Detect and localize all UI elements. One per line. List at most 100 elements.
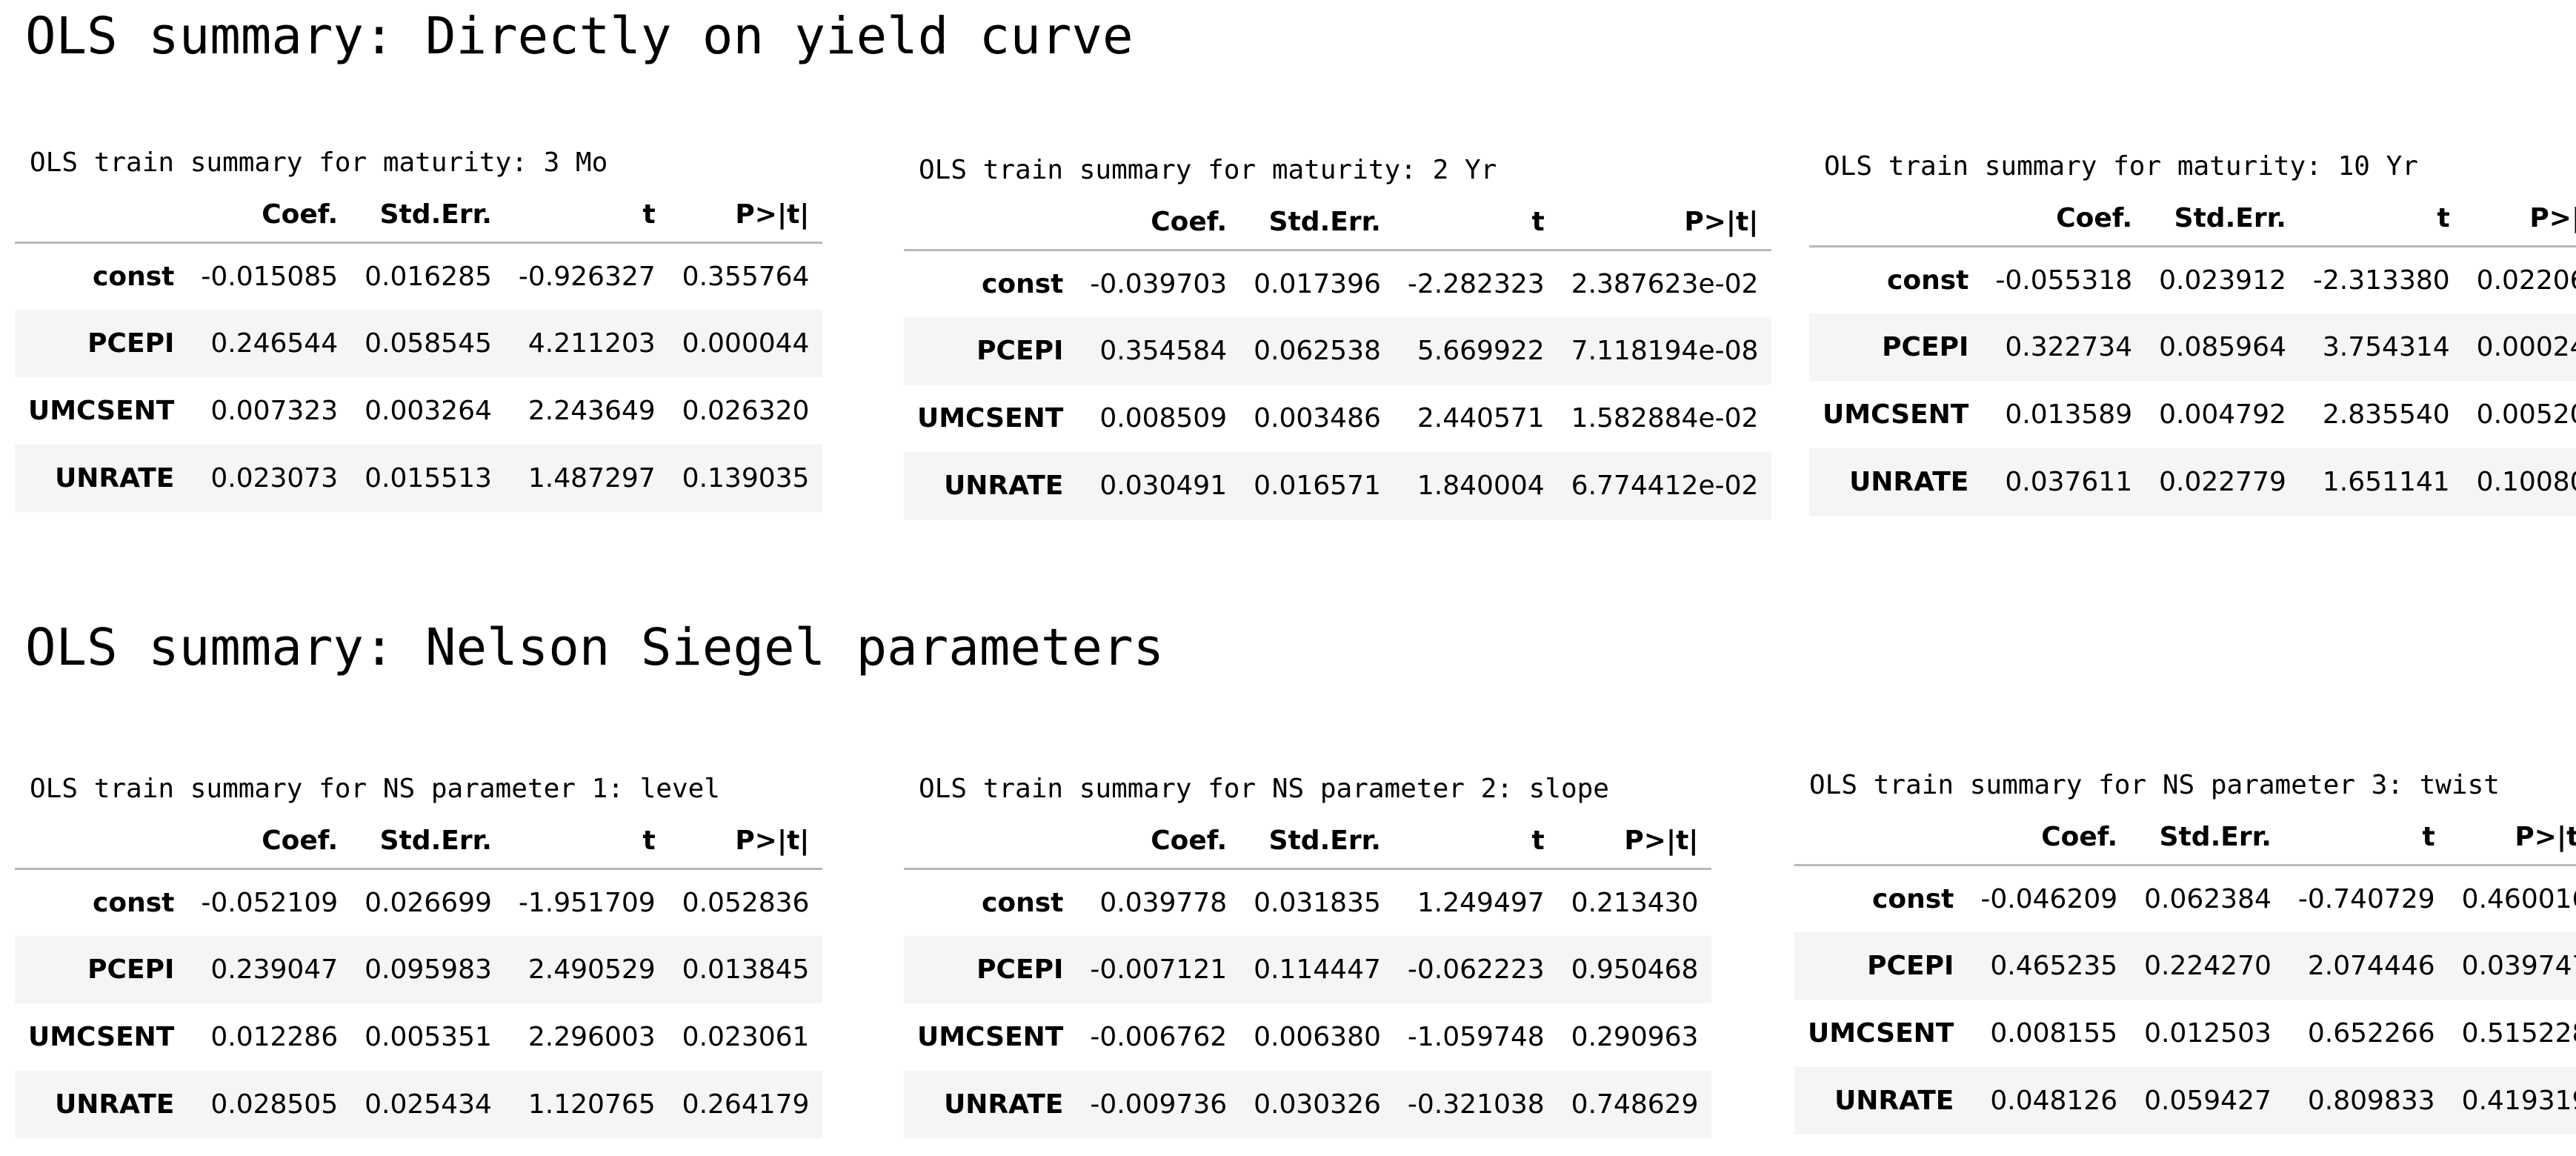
row-label: UMCSENT	[28, 396, 175, 427]
row-label: const	[982, 887, 1064, 918]
cell-stderr: 0.015513	[365, 463, 492, 494]
table-row: const -0.039703 0.017396 -2.282323 2.387…	[904, 250, 1771, 317]
cell-t: 2.490529	[527, 954, 656, 986]
cell-stderr: 0.058545	[365, 328, 492, 359]
table-row: const 0.039778 0.031835 1.249497 0.21343…	[904, 868, 1711, 936]
cell-coef: 0.023073	[210, 463, 339, 494]
cell-pvalue: 0.264179	[682, 1089, 810, 1120]
cell-coef: 0.028505	[210, 1089, 339, 1120]
column-header-coef: Coef.	[1076, 814, 1241, 870]
ols-panel-ns-slope: OLS train summary for NS parameter 2: sl…	[904, 774, 1712, 1139]
table-row: UMCSENT 0.008155 0.012503 0.652266 0.515…	[1794, 1000, 2576, 1067]
table-row: PCEPI -0.007121 0.114447 -0.062223 0.950…	[904, 936, 1712, 1004]
cell-stderr: 0.030326	[1254, 1089, 1381, 1120]
column-header-index	[1809, 191, 1983, 248]
row-label: const	[1872, 883, 1954, 914]
ols-panel-ns-twist: OLS train summary for NS parameter 3: tw…	[1794, 770, 2576, 1135]
cell-stderr: 0.004792	[2159, 399, 2286, 431]
table-caption: OLS train summary for maturity: 2 Yr	[919, 155, 1497, 185]
cell-stderr: 0.023912	[2159, 265, 2286, 296]
column-header-index	[1794, 810, 1968, 866]
column-header-pvalue: P>|t|	[668, 814, 823, 870]
row-label: const	[982, 268, 1064, 299]
column-header-coef: Coef.	[187, 814, 352, 870]
cell-coef: -0.007121	[1090, 954, 1228, 986]
row-label: UNRATE	[55, 1089, 175, 1120]
cell-t: 0.652266	[2307, 1018, 2435, 1049]
column-header-index	[904, 195, 1077, 251]
column-header-index	[904, 814, 1077, 870]
ols-table: Coef. Std.Err. t P>|t| const -0.046209 0…	[1794, 810, 2576, 1135]
row-label: UMCSENT	[28, 1022, 175, 1053]
cell-t: -1.059748	[1407, 1022, 1545, 1053]
table-caption: OLS train summary for maturity: 3 Mo	[30, 147, 608, 178]
cell-pvalue: 0.950468	[1571, 954, 1699, 986]
section-title-nelson-siegel: OLS summary: Nelson Siegel parameters	[25, 618, 1165, 677]
cell-pvalue: 0.213430	[1571, 887, 1699, 918]
cell-coef: -0.052109	[201, 887, 339, 918]
cell-pvalue: 0.052836	[682, 887, 810, 918]
table-row: UMCSENT -0.006762 0.006380 -1.059748 0.2…	[904, 1003, 1711, 1071]
table-row: const -0.055318 0.023912 -2.313380 0.022…	[1809, 246, 2576, 313]
cell-t: 1.249497	[1417, 887, 1545, 918]
column-header-pvalue: P>|t|	[2448, 810, 2576, 866]
cell-coef: 0.354584	[1099, 336, 1228, 367]
row-label: UNRATE	[944, 1089, 1064, 1120]
cell-coef: 0.007323	[210, 396, 339, 427]
cell-stderr: 0.062538	[1254, 336, 1381, 367]
cell-pvalue: 0.100802	[2476, 467, 2576, 498]
column-header-stderr: Std.Err.	[2146, 191, 2300, 248]
cell-coef: 0.322734	[2005, 332, 2133, 363]
cell-stderr: 0.025434	[365, 1089, 492, 1120]
row-label: PCEPI	[976, 336, 1064, 367]
cell-coef: -0.046209	[1980, 883, 2118, 914]
section-title-yield-curve: OLS summary: Directly on yield curve	[25, 7, 1134, 66]
row-label: UMCSENT	[1823, 399, 1969, 431]
row-label: UMCSENT	[917, 1022, 1064, 1053]
cell-pvalue: 0.039747	[2461, 951, 2576, 982]
cell-pvalue: 0.748629	[1571, 1089, 1699, 1120]
cell-t: 1.120765	[527, 1089, 656, 1120]
column-header-t: t	[1394, 814, 1558, 870]
cell-t: -1.951709	[518, 887, 656, 918]
row-label: PCEPI	[1882, 332, 1969, 363]
column-header-coef: Coef.	[1967, 810, 2131, 866]
cell-stderr: 0.031835	[1254, 887, 1381, 918]
table-row: UMCSENT 0.007323 0.003264 2.243649 0.026…	[15, 377, 822, 445]
table-row: UMCSENT 0.012286 0.005351 2.296003 0.023…	[15, 1003, 822, 1071]
cell-stderr: 0.006380	[1254, 1022, 1381, 1053]
ols-panel-10yr: OLS train summary for maturity: 10 Yr Co…	[1809, 151, 2576, 516]
cell-pvalue: 0.460016	[2461, 883, 2576, 914]
table-row: UMCSENT 0.008509 0.003486 2.440571 1.582…	[904, 385, 1771, 452]
cell-t: 5.669922	[1417, 336, 1545, 367]
column-header-index	[15, 187, 188, 244]
cell-coef: -0.006762	[1090, 1022, 1228, 1053]
cell-pvalue: 7.118194e-08	[1571, 336, 1759, 367]
cell-pvalue: 0.026320	[682, 396, 810, 427]
column-header-stderr: Std.Err.	[2131, 810, 2285, 866]
column-header-t: t	[2284, 810, 2449, 866]
cell-t: -2.282323	[1407, 268, 1545, 299]
table-row: UNRATE 0.030491 0.016571 1.840004 6.7744…	[904, 452, 1772, 520]
cell-pvalue: 2.387623e-02	[1571, 268, 1759, 299]
column-header-pvalue: P>|t|	[1557, 814, 1712, 870]
column-header-pvalue: P>|t|	[2463, 191, 2576, 248]
table-caption: OLS train summary for maturity: 10 Yr	[1824, 151, 2418, 182]
cell-coef: 0.465235	[1990, 951, 2118, 982]
row-label: const	[93, 887, 175, 918]
table-caption: OLS train summary for NS parameter 3: tw…	[1809, 770, 2500, 800]
cell-coef: 0.037611	[2005, 467, 2133, 498]
table-row: UNRATE 0.048126 0.059427 0.809833 0.4193…	[1794, 1067, 2576, 1135]
column-header-pvalue: P>|t|	[1557, 195, 1772, 251]
cell-coef: 0.012286	[210, 1022, 339, 1053]
table-row: UNRATE 0.023073 0.015513 1.487297 0.1390…	[15, 445, 823, 513]
cell-stderr: 0.003264	[365, 396, 492, 427]
row-label: UNRATE	[944, 471, 1064, 502]
table-caption: OLS train summary for NS parameter 1: le…	[30, 774, 720, 804]
cell-t: 2.835540	[2322, 399, 2450, 431]
row-label: PCEPI	[87, 954, 175, 986]
cell-pvalue: 0.419319	[2461, 1086, 2576, 1117]
column-header-coef: Coef.	[1982, 191, 2146, 248]
cell-pvalue: 0.355764	[682, 261, 810, 292]
cell-pvalue: 0.139035	[682, 463, 810, 494]
